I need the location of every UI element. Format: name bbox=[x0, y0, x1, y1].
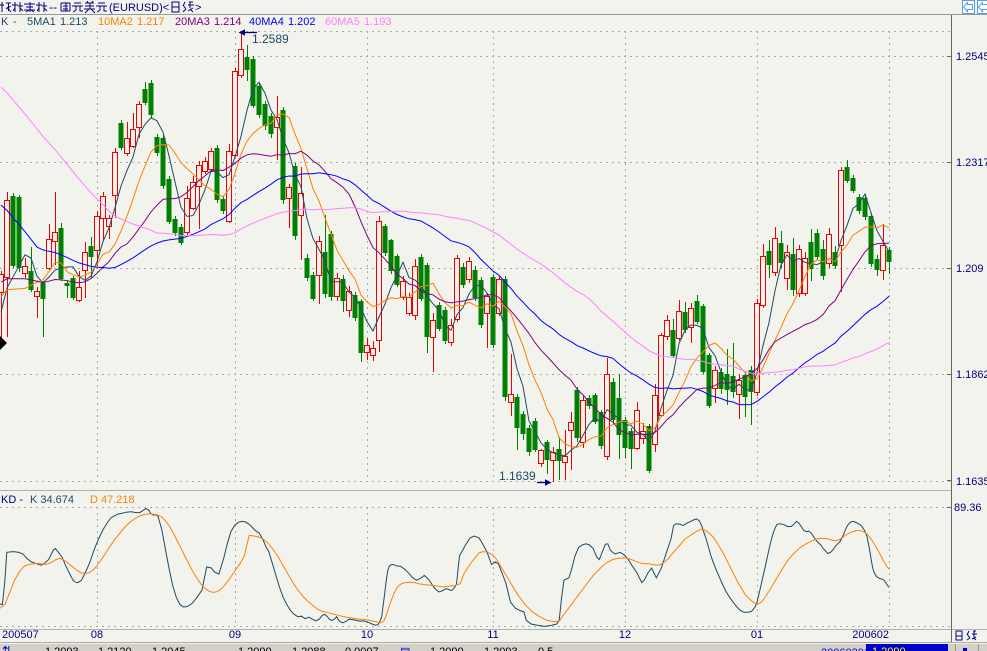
svg-text:K: K bbox=[1, 16, 9, 28]
svg-text:10MA2: 10MA2 bbox=[98, 16, 133, 28]
svg-text:▮: ▮ bbox=[962, 646, 968, 651]
svg-text:1.217: 1.217 bbox=[137, 16, 165, 28]
svg-text:200507: 200507 bbox=[2, 629, 39, 641]
svg-text:200602: 200602 bbox=[852, 629, 889, 641]
svg-text:1.214: 1.214 bbox=[214, 16, 242, 28]
svg-text:1.2090: 1.2090 bbox=[430, 646, 464, 651]
svg-text:1.2090: 1.2090 bbox=[872, 646, 906, 651]
svg-text:D 47.218: D 47.218 bbox=[90, 494, 135, 506]
svg-text:>: > bbox=[195, 2, 201, 14]
svg-text:20MA3: 20MA3 bbox=[175, 16, 210, 28]
svg-text:11: 11 bbox=[487, 629, 498, 641]
svg-text:1.2093: 1.2093 bbox=[45, 646, 79, 651]
svg-text:10: 10 bbox=[361, 629, 373, 641]
svg-text:1.193: 1.193 bbox=[364, 16, 392, 28]
svg-text:0.0007: 0.0007 bbox=[345, 646, 379, 651]
svg-text:08: 08 bbox=[91, 629, 103, 641]
svg-text:09: 09 bbox=[229, 629, 241, 641]
svg-text:--: -- bbox=[49, 0, 57, 14]
svg-text:(EURUSD)<: (EURUSD)< bbox=[109, 2, 169, 14]
svg-text:1.2045: 1.2045 bbox=[152, 646, 186, 651]
svg-text:1.2093: 1.2093 bbox=[484, 646, 518, 651]
svg-text:60MA5: 60MA5 bbox=[325, 16, 360, 28]
svg-text:1.202: 1.202 bbox=[288, 16, 316, 28]
svg-text:▤: ▤ bbox=[400, 646, 410, 651]
svg-text:12: 12 bbox=[619, 629, 631, 641]
svg-text:1.1639: 1.1639 bbox=[499, 469, 536, 483]
svg-text:1.209: 1.209 bbox=[956, 263, 984, 275]
svg-text:1.2545: 1.2545 bbox=[956, 51, 987, 63]
svg-text:1.213: 1.213 bbox=[60, 16, 88, 28]
svg-text:1.2120: 1.2120 bbox=[98, 646, 132, 651]
svg-text:5MA1: 5MA1 bbox=[27, 16, 56, 28]
svg-text:KD -: KD - bbox=[1, 494, 23, 506]
svg-text:1.1635: 1.1635 bbox=[956, 476, 987, 488]
svg-text:1.2317: 1.2317 bbox=[956, 157, 987, 169]
svg-text:0.5: 0.5 bbox=[538, 646, 553, 651]
svg-text:01: 01 bbox=[751, 629, 763, 641]
svg-text:20060201: 20060201 bbox=[821, 647, 870, 651]
svg-text:K 34.674: K 34.674 bbox=[30, 494, 74, 506]
svg-text:1.2088: 1.2088 bbox=[292, 646, 326, 651]
svg-text:-: - bbox=[13, 16, 17, 28]
svg-text:⇅: ⇅ bbox=[2, 644, 12, 651]
svg-text:40MA4: 40MA4 bbox=[249, 16, 284, 28]
svg-text:1.2589: 1.2589 bbox=[252, 32, 289, 46]
svg-text:1.1862: 1.1862 bbox=[956, 369, 987, 381]
svg-text:1.2090: 1.2090 bbox=[238, 646, 272, 651]
svg-text:89.36: 89.36 bbox=[954, 502, 982, 514]
